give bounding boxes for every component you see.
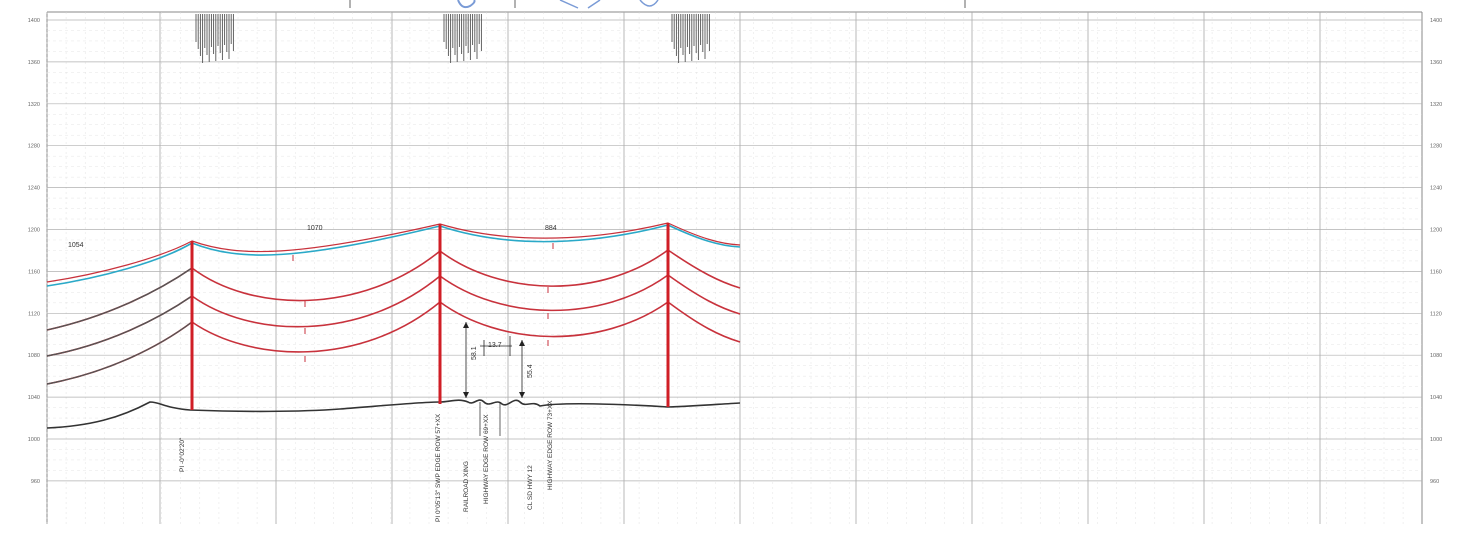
elevation-tick-label: 960: [1430, 479, 1439, 485]
pole-label: PI -0°02'20": [178, 437, 186, 472]
elevation-tick-label: 1080: [1430, 353, 1442, 359]
pole-annotations: PI -0°02'20" PI 0°05'13" SWP EDGE ROW 57…: [178, 400, 554, 522]
elevation-tick-label: 1320: [1430, 102, 1442, 108]
elevation-tick-label: 1040: [28, 395, 40, 401]
elevation-tick-label: 1240: [28, 186, 40, 192]
elevation-tick-label: 1360: [1430, 60, 1442, 66]
right-elevation-axis: 1400 1360 1320 1280 1240 1200 1160 1120 1080 1040…: [1430, 18, 1442, 485]
elevation-tick-label: 1280: [28, 144, 40, 150]
elevation-tick-label: 1360: [28, 60, 40, 66]
clearance-label: 55.4: [527, 364, 534, 378]
span-labels: 1054 1070 884: [68, 225, 557, 249]
span-label: 1070: [307, 225, 323, 232]
clearance-labels: 58.1 13.7 55.4: [471, 342, 534, 378]
elevation-tick-label: 1120: [28, 311, 40, 317]
phase-c-conductor: [46, 300, 741, 385]
seal-mark-icon: [559, 0, 659, 9]
elevation-tick-label: 1040: [1430, 395, 1442, 401]
pole-label: HIGHWAY EDGE ROW 73+XX: [547, 400, 554, 490]
structures: [190, 223, 670, 410]
conductor-sag-curves: [46, 222, 741, 385]
top-title-box: [349, 0, 966, 9]
elevation-tick-label: 1200: [1430, 228, 1442, 234]
elevation-tick-label: 1240: [1430, 186, 1442, 192]
phase-b-conductor: [46, 274, 741, 357]
pole-label: PI 0°05'13" SWP EDGE ROW 57+XX: [434, 413, 442, 522]
elevation-tick-label: 1400: [28, 18, 40, 24]
elevation-tick-label: 1000: [28, 437, 40, 443]
clearance-label: 58.1: [471, 346, 478, 360]
span-label: 884: [545, 225, 557, 232]
ground-line: [46, 399, 741, 429]
pole-label: CL SD HWY 12: [527, 465, 534, 510]
vertical-structure-notes: [195, 14, 710, 63]
elevation-tick-label: 1280: [1430, 144, 1442, 150]
elevation-tick-label: 1400: [1430, 18, 1442, 24]
elevation-tick-label: 960: [31, 479, 40, 485]
elevation-tick-label: 1000: [1430, 437, 1442, 443]
elevation-tick-label: 1320: [28, 102, 40, 108]
elevation-tick-label: 1080: [28, 353, 40, 359]
elevation-tick-label: 1160: [28, 269, 40, 275]
clearance-dimensions: [463, 322, 525, 436]
profile-grid: [46, 11, 1423, 524]
pole-label: HIGHWAY EDGE ROW 69+XX: [483, 414, 490, 504]
elevation-tick-label: 1200: [28, 228, 40, 234]
elevation-tick-label: 1160: [1430, 269, 1442, 275]
left-elevation-axis: 1400 1360 1320 1280 1240 1200 1160 1120 1080 1040…: [28, 18, 40, 485]
clearance-label: 13.7: [488, 342, 502, 349]
span-label: 1054: [68, 242, 84, 249]
pole-label: RAILROAD XING: [463, 461, 470, 512]
elevation-tick-label: 1120: [1430, 311, 1442, 317]
seal-mark-icon: [457, 0, 476, 9]
